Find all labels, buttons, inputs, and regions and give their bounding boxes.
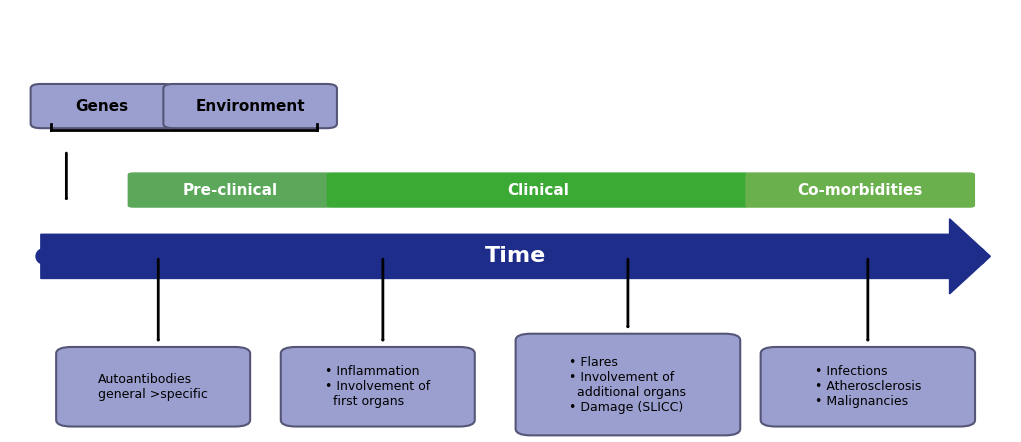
FancyBboxPatch shape [128,172,332,208]
FancyBboxPatch shape [327,172,750,208]
FancyBboxPatch shape [163,84,337,128]
FancyBboxPatch shape [761,347,975,427]
Text: Time: Time [485,246,546,267]
FancyBboxPatch shape [31,84,174,128]
FancyBboxPatch shape [516,334,740,435]
FancyBboxPatch shape [281,347,475,427]
Text: • Inflammation
• Involvement of
  first organs: • Inflammation • Involvement of first or… [325,365,431,408]
FancyBboxPatch shape [745,172,975,208]
Text: Environment: Environment [195,99,305,114]
Text: Genes: Genes [76,99,129,114]
Text: Co-morbidities: Co-morbidities [797,183,923,198]
Polygon shape [41,219,990,294]
Text: • Infections
• Atherosclerosis
• Malignancies: • Infections • Atherosclerosis • Maligna… [815,365,921,408]
Text: Pre-clinical: Pre-clinical [182,183,278,198]
Text: Autoantibodies
general >specific: Autoantibodies general >specific [98,373,208,401]
Text: • Flares
• Involvement of
  additional organs
• Damage (SLICC): • Flares • Involvement of additional org… [570,355,686,414]
FancyBboxPatch shape [56,347,250,427]
Text: Clinical: Clinical [507,183,570,198]
